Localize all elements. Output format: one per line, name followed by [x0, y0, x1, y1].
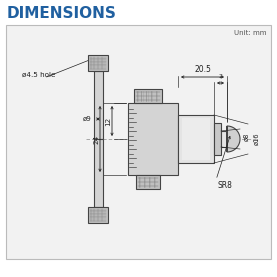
Text: DIMENSIONS: DIMENSIONS [7, 6, 117, 22]
Bar [182, 118, 210, 160]
Bar [88, 55, 108, 71]
Polygon shape [227, 126, 240, 152]
Text: 12: 12 [106, 116, 112, 126]
Text: ø8: ø8 [244, 133, 250, 141]
Bar [178, 115, 214, 163]
Bar [136, 175, 160, 189]
Bar [94, 139, 102, 207]
Text: ø4.5 hole: ø4.5 hole [22, 72, 55, 78]
Text: 20.5: 20.5 [194, 65, 211, 73]
Text: SR8: SR8 [218, 181, 233, 189]
Text: 2: 2 [219, 75, 222, 79]
Bar [128, 103, 178, 175]
Bar [214, 123, 221, 155]
Bar [221, 131, 227, 147]
Text: 24: 24 [94, 134, 99, 144]
Bar [88, 207, 108, 223]
Text: ø9: ø9 [83, 116, 91, 122]
Bar [134, 89, 162, 103]
Text: ø16: ø16 [254, 133, 260, 145]
Bar [94, 71, 102, 139]
Bar [6, 25, 271, 259]
Text: Unit: mm: Unit: mm [235, 30, 267, 36]
